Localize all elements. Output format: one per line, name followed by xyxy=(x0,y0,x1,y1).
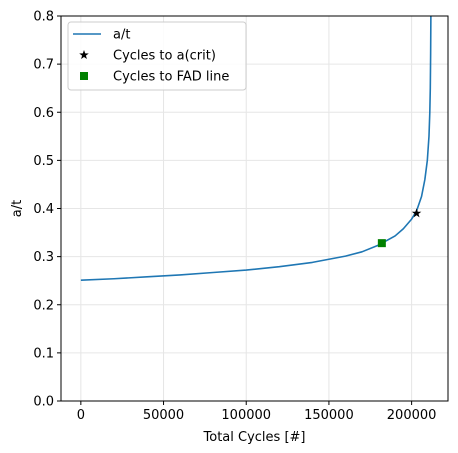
y-axis-ticks: 0.0 0.1 0.2 0.3 0.4 0.5 0.6 0.7 0.8 xyxy=(33,10,61,410)
x-axis-label: Total Cycles [#] xyxy=(203,430,306,445)
x-tick-label: 150000 xyxy=(304,408,354,423)
legend-label: a/t xyxy=(113,28,130,43)
fad-cycles-marker xyxy=(377,239,386,248)
legend-label: Cycles to FAD line xyxy=(113,70,229,85)
plot-frame xyxy=(60,15,449,402)
y-tick-label: 0.1 xyxy=(33,346,54,361)
y-tick-label: 0.3 xyxy=(33,250,54,265)
x-tick-label: 200000 xyxy=(387,408,437,423)
x-tick-label: 100000 xyxy=(221,408,271,423)
y-tick-label: 0.7 xyxy=(33,58,54,73)
y-axis-label: a/t xyxy=(10,200,25,217)
y-tick-label: 0.6 xyxy=(33,106,54,121)
legend-box xyxy=(67,21,247,91)
plot-series xyxy=(80,15,432,282)
series-line-at xyxy=(80,15,432,282)
x-tick-label: 50000 xyxy=(143,408,184,423)
y-tick-label: 0.0 xyxy=(33,395,54,410)
legend-label: Cycles to a(crit) xyxy=(113,49,216,64)
x-axis-ticks: 0 50000 100000 150000 200000 xyxy=(77,401,437,423)
y-tick-label: 0.2 xyxy=(33,298,54,313)
y-tick-label: 0.4 xyxy=(33,202,54,217)
legend: a/t Cycles to a(crit) Cycles to FAD line xyxy=(67,21,247,91)
y-tick-label: 0.5 xyxy=(33,154,54,169)
critical-cycles-marker xyxy=(411,208,422,218)
legend-swatch-square xyxy=(80,72,88,80)
legend-swatch-star xyxy=(79,50,89,60)
y-tick-label: 0.8 xyxy=(33,10,54,25)
x-tick-label: 0 xyxy=(77,408,85,423)
